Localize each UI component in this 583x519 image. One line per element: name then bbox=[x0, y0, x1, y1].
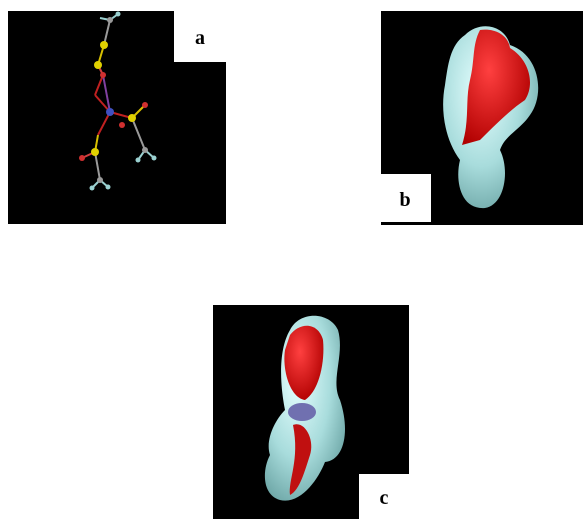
panel-c: c bbox=[213, 305, 409, 519]
figure: a b c bbox=[0, 0, 583, 519]
panel-label: b bbox=[399, 189, 410, 211]
page: a b c (() => { const data = JSON.parse(d… bbox=[0, 0, 583, 519]
panel-label: a bbox=[195, 27, 205, 49]
surface-blue bbox=[288, 403, 316, 421]
panel-label: c bbox=[380, 487, 389, 509]
panel-a: a bbox=[8, 11, 226, 224]
panel-b: b bbox=[381, 11, 583, 225]
